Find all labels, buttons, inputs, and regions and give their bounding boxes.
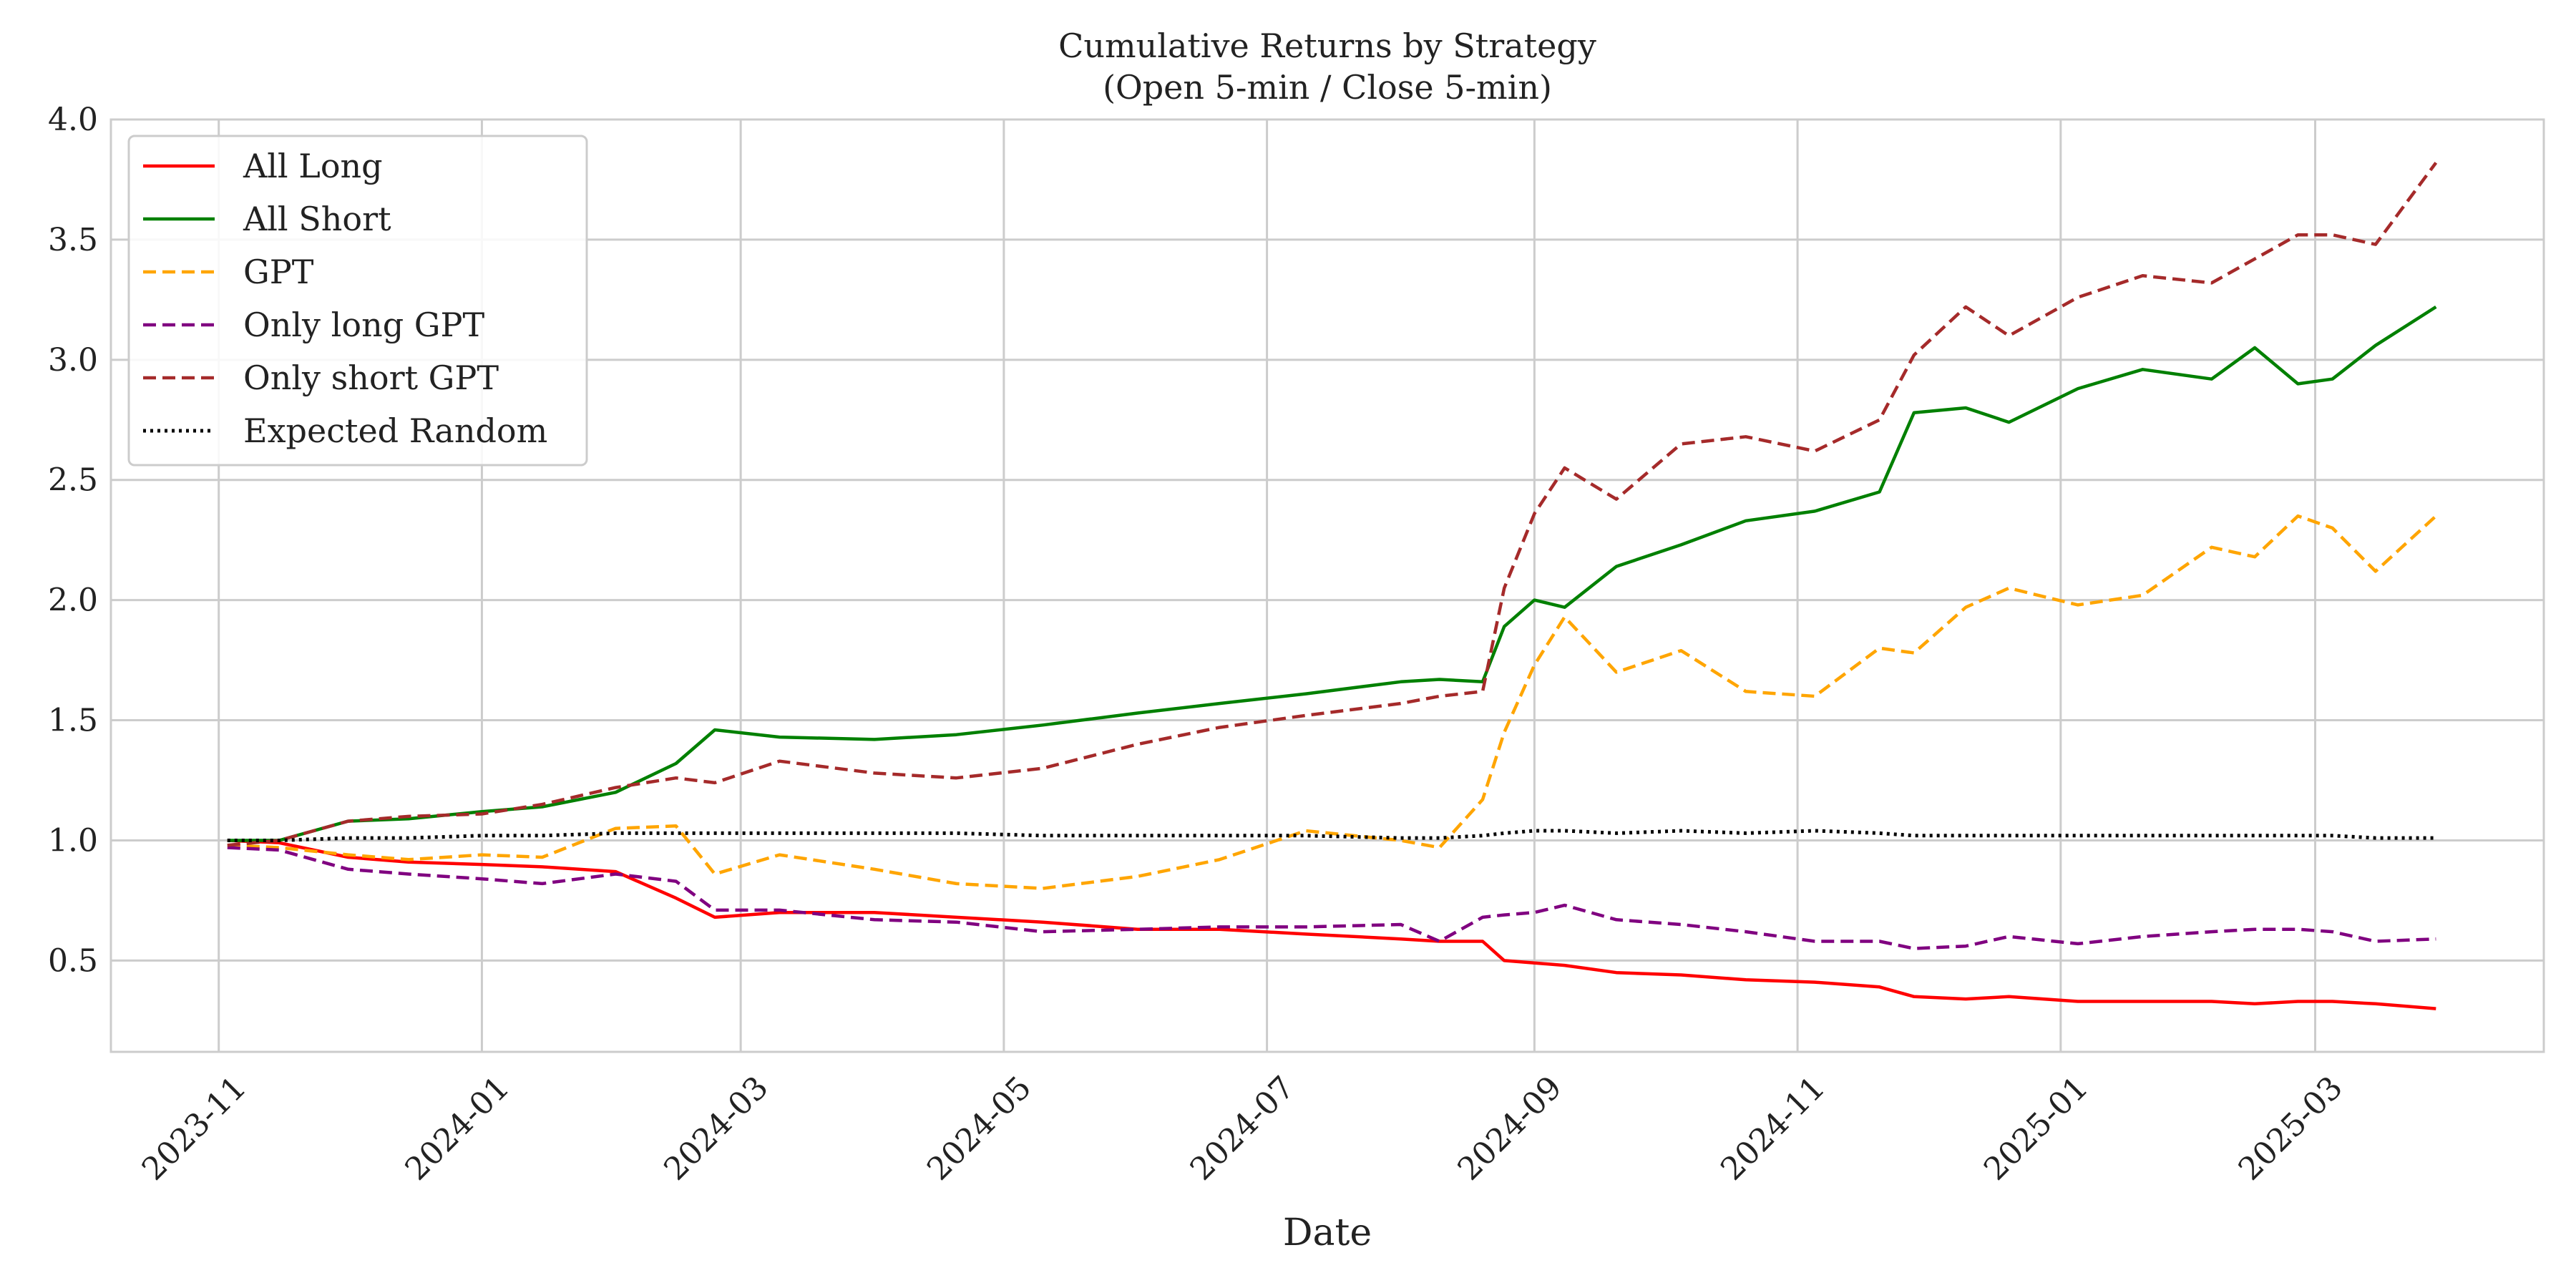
x-axis-title: Date bbox=[1283, 1211, 1372, 1254]
y-axis-ticks: 0.5 1.0 1.5 2.0 2.5 3.0 3.5 4.0 bbox=[48, 102, 98, 979]
y-tick-label: 4.0 bbox=[48, 102, 98, 138]
series-lines bbox=[227, 162, 2438, 1010]
y-tick-label: 1.5 bbox=[48, 703, 98, 739]
y-tick-label: 2.5 bbox=[48, 462, 98, 499]
legend: All Long All Short GPT Only long GPT Only sh… bbox=[127, 135, 588, 467]
y-tick-label: 2.0 bbox=[48, 582, 98, 619]
chart-title: Cumulative Returns by Strategy bbox=[1058, 26, 1596, 65]
series-line-5 bbox=[227, 829, 2436, 842]
legend-label-2: GPT bbox=[243, 253, 314, 291]
y-tick-label: 0.5 bbox=[48, 942, 98, 979]
legend-label-5: Expected Random bbox=[243, 411, 547, 450]
series-line-2 bbox=[227, 514, 2437, 890]
legend-label-0: All Long bbox=[243, 147, 383, 185]
plot-area-frame bbox=[109, 118, 2545, 1053]
chart-subtitle: (Open 5-min / Close 5-min) bbox=[1103, 68, 1552, 107]
series-line-3 bbox=[227, 846, 2436, 950]
y-tick-label: 3.5 bbox=[48, 222, 98, 258]
y-tick-label: 1.0 bbox=[48, 822, 98, 859]
y-tick-label: 3.0 bbox=[48, 342, 98, 379]
legend-label-1: All Short bbox=[243, 200, 391, 238]
legend-label-4: Only short GPT bbox=[243, 358, 499, 397]
series-line-0 bbox=[227, 839, 2436, 1010]
legend-label-3: Only long GPT bbox=[243, 306, 484, 344]
series-line-1 bbox=[227, 306, 2437, 842]
legend-box bbox=[127, 135, 588, 467]
